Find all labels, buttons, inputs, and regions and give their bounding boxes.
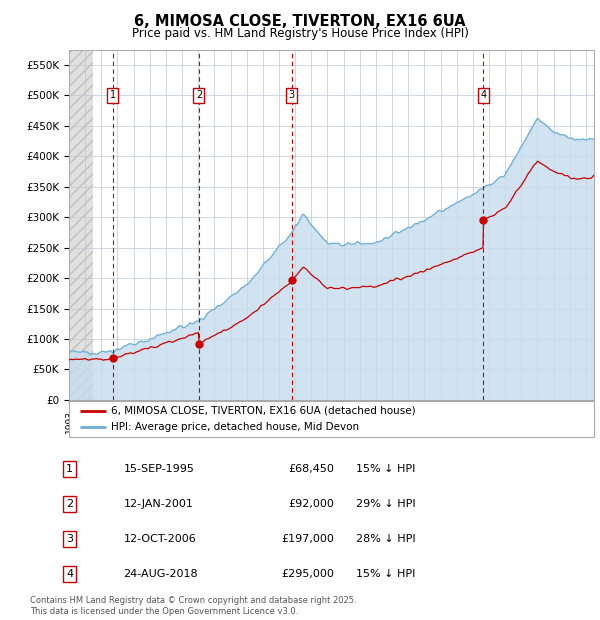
Text: 15-SEP-1995: 15-SEP-1995: [124, 464, 194, 474]
Text: 1: 1: [66, 464, 73, 474]
Text: 6, MIMOSA CLOSE, TIVERTON, EX16 6UA: 6, MIMOSA CLOSE, TIVERTON, EX16 6UA: [134, 14, 466, 29]
Bar: [69, 50, 93, 400]
Text: £92,000: £92,000: [289, 499, 334, 509]
Text: 4: 4: [480, 91, 487, 100]
Text: HPI: Average price, detached house, Mid Devon: HPI: Average price, detached house, Mid …: [111, 422, 359, 432]
Text: Price paid vs. HM Land Registry's House Price Index (HPI): Price paid vs. HM Land Registry's House …: [131, 27, 469, 40]
FancyBboxPatch shape: [69, 401, 594, 437]
Text: 1: 1: [110, 91, 116, 100]
Text: 12-OCT-2006: 12-OCT-2006: [124, 534, 196, 544]
Text: 29% ↓ HPI: 29% ↓ HPI: [356, 499, 415, 509]
Text: 15% ↓ HPI: 15% ↓ HPI: [356, 569, 415, 579]
Text: 3: 3: [66, 534, 73, 544]
Text: 15% ↓ HPI: 15% ↓ HPI: [356, 464, 415, 474]
Text: 6, MIMOSA CLOSE, TIVERTON, EX16 6UA (detached house): 6, MIMOSA CLOSE, TIVERTON, EX16 6UA (det…: [111, 406, 416, 416]
Text: 12-JAN-2001: 12-JAN-2001: [124, 499, 193, 509]
Text: 4: 4: [66, 569, 73, 579]
Text: £295,000: £295,000: [281, 569, 334, 579]
Text: Contains HM Land Registry data © Crown copyright and database right 2025.
This d: Contains HM Land Registry data © Crown c…: [30, 596, 356, 616]
Text: 3: 3: [289, 91, 295, 100]
Text: 2: 2: [196, 91, 202, 100]
Text: 24-AUG-2018: 24-AUG-2018: [124, 569, 198, 579]
Text: £68,450: £68,450: [289, 464, 334, 474]
Text: 28% ↓ HPI: 28% ↓ HPI: [356, 534, 415, 544]
Text: £197,000: £197,000: [281, 534, 334, 544]
Text: 2: 2: [66, 499, 73, 509]
